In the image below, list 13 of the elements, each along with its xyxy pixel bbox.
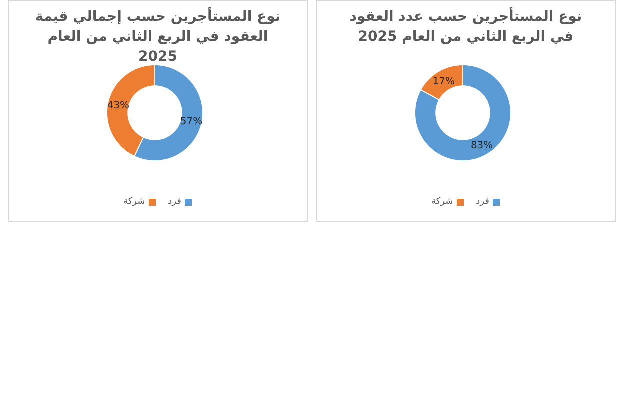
legend-label: فرد bbox=[476, 197, 490, 207]
data-label: 57% bbox=[180, 116, 203, 128]
legend-label: فرد bbox=[168, 197, 182, 207]
legend-label: شركة bbox=[432, 197, 454, 207]
legend-item: شركة bbox=[432, 197, 464, 207]
data-label: 83% bbox=[470, 140, 494, 152]
legend-item: شركة bbox=[124, 197, 156, 207]
chart-title: نوع المستأجرين حسب عدد العقود في الربع الثاني من العام 2025 bbox=[348, 7, 584, 47]
data-label: 17% bbox=[432, 76, 456, 88]
legend-label: شركة bbox=[124, 197, 146, 207]
legend-item: فرد bbox=[476, 197, 500, 207]
chart-title: نوع المستأجرين حسب إجمالي قيمة العقود في الربع الثاني من العام 2025 bbox=[34, 7, 282, 67]
legend-item: فرد bbox=[168, 197, 192, 207]
